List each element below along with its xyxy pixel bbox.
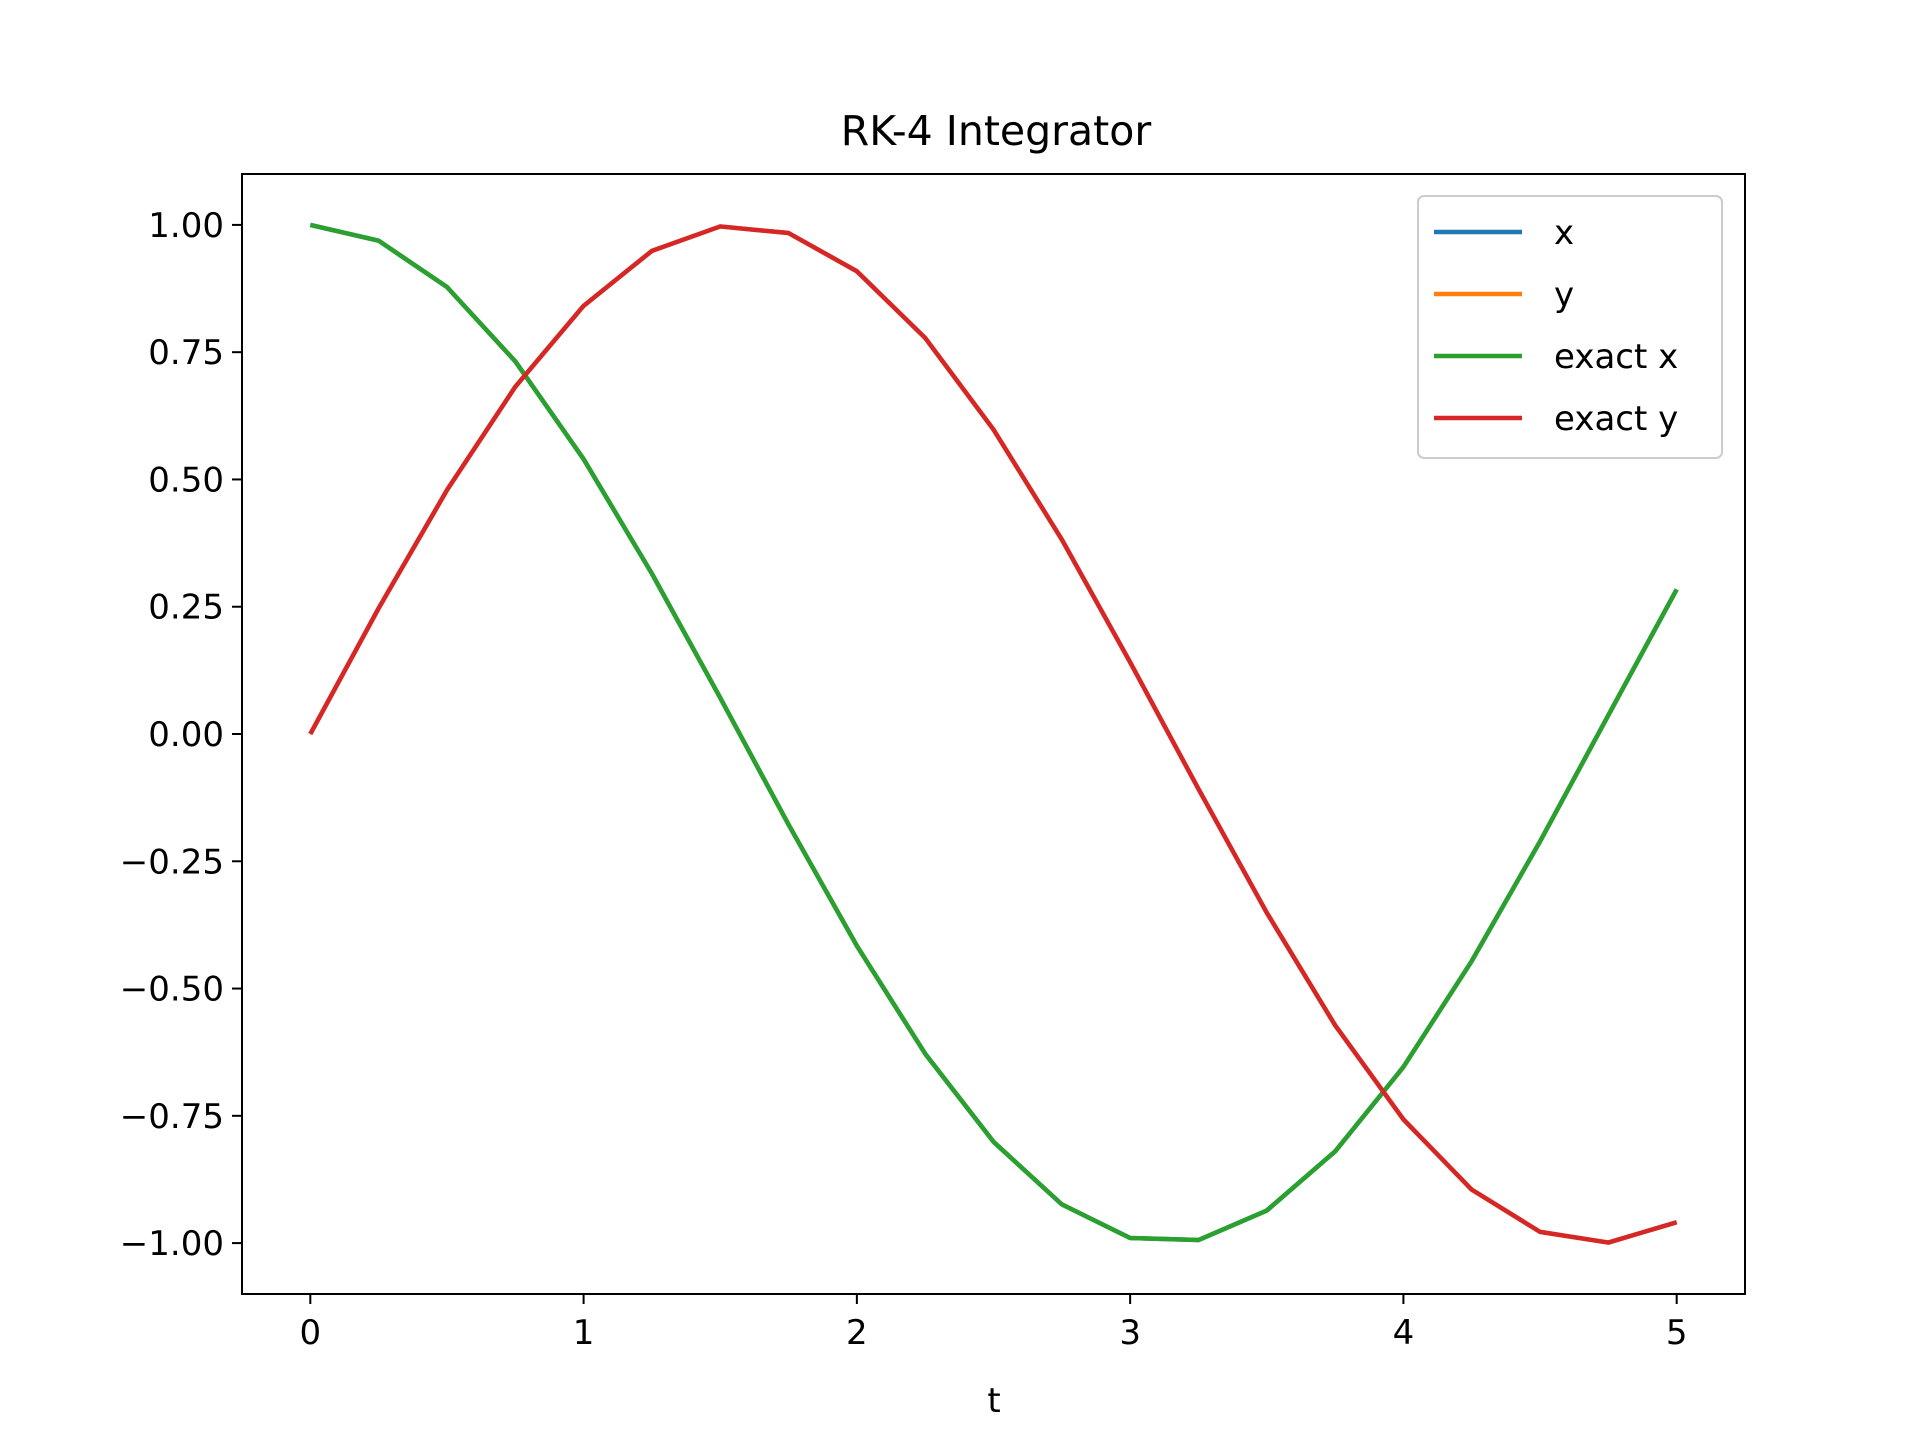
legend-label: exact x — [1554, 337, 1678, 377]
x-tick-label: 5 — [1666, 1313, 1688, 1353]
y-tick-label: 0.75 — [148, 333, 224, 373]
legend-box — [1417, 195, 1723, 459]
series-line-exact-x — [309, 222, 1679, 1243]
x-tick-label: 2 — [846, 1313, 868, 1353]
legend: xy exact x exact y — [1417, 195, 1723, 459]
legend-label: y — [1554, 275, 1574, 315]
y-tick-label: −0.50 — [120, 970, 224, 1010]
series-line-exact-y — [308, 224, 1678, 1245]
chart-title: RK-4 Integrator — [841, 107, 1152, 155]
legend-label: exact y — [1554, 399, 1678, 439]
y-tick-label: 0.25 — [148, 588, 224, 628]
plot-area — [308, 222, 1679, 1245]
y-tick-label: 0.00 — [148, 715, 224, 755]
legend-label: x — [1554, 213, 1574, 253]
x-axis-label: t — [987, 1381, 1000, 1421]
x-tick-label: 1 — [573, 1313, 595, 1353]
y-tick-label: −0.75 — [120, 1097, 224, 1137]
y-tick-label: −0.25 — [120, 842, 224, 882]
y-tick-label: 1.00 — [148, 206, 224, 246]
x-tick-label: 3 — [1119, 1313, 1141, 1353]
y-tick-label: −1.00 — [120, 1224, 224, 1264]
y-axis: 1.00 0.75 0.50 0.25 0.00 −0.25 −0.50 −0.75 −1.00 — [120, 206, 242, 1264]
x-axis: 0 1 2 3 4 5 — [299, 1294, 1688, 1353]
y-tick-label: 0.50 — [148, 460, 224, 500]
x-tick-label: 4 — [1393, 1313, 1415, 1353]
x-tick-label: 0 — [299, 1313, 321, 1353]
